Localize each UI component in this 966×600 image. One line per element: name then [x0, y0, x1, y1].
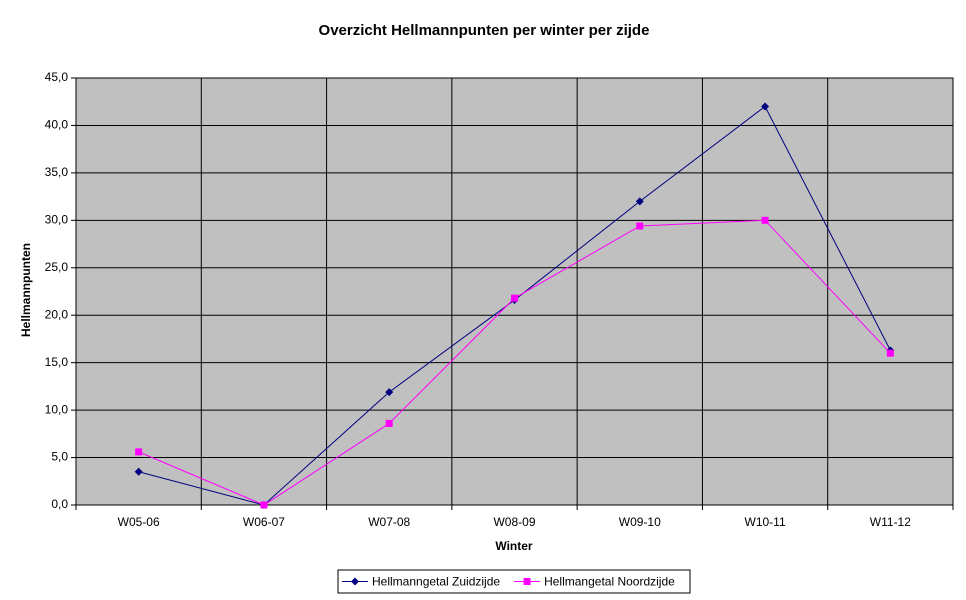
y-tick-label: 45,0	[45, 70, 69, 84]
marker	[636, 222, 644, 230]
y-tick-label: 5,0	[51, 450, 68, 464]
y-tick-label: 35,0	[45, 165, 69, 179]
y-tick-label: 40,0	[45, 118, 69, 132]
marker	[761, 216, 769, 224]
marker	[523, 578, 531, 585]
legend-box	[337, 569, 691, 594]
y-tick-label: 20,0	[45, 307, 69, 321]
marker	[260, 501, 268, 509]
marker	[635, 197, 644, 206]
legend-label: Hellmangetal Noordzijde	[544, 575, 675, 589]
chart-title: Overzicht Hellmannpunten per winter per …	[319, 22, 650, 39]
x-tick-label: W09-10	[619, 515, 661, 529]
x-tick-label: W08-09	[493, 515, 535, 529]
y-tick-label: 10,0	[45, 402, 69, 416]
legend-label: Hellmanngetal Zuidzijde	[372, 575, 500, 589]
marker	[351, 577, 359, 586]
marker	[385, 419, 393, 427]
y-axis-label: Hellmannpunten	[19, 243, 33, 337]
marker	[134, 467, 143, 476]
x-tick-label: W10-11	[745, 515, 786, 529]
x-tick-label: W07-08	[368, 515, 410, 529]
marker	[135, 448, 143, 456]
plot-border	[75, 77, 954, 506]
x-axis-label: Winter	[495, 539, 533, 553]
marker	[761, 102, 770, 111]
y-tick-label: 25,0	[45, 260, 69, 274]
y-tick-label: 30,0	[45, 213, 69, 227]
x-tick-label: W05-06	[118, 515, 160, 529]
marker	[385, 388, 394, 397]
y-tick-label: 0,0	[51, 497, 68, 511]
marker	[886, 349, 894, 357]
plot-area	[76, 78, 953, 505]
marker	[511, 294, 518, 302]
x-tick-label: W06-07	[243, 515, 285, 529]
y-tick-label: 15,0	[45, 355, 69, 369]
x-tick-label: W11-12	[870, 515, 911, 529]
